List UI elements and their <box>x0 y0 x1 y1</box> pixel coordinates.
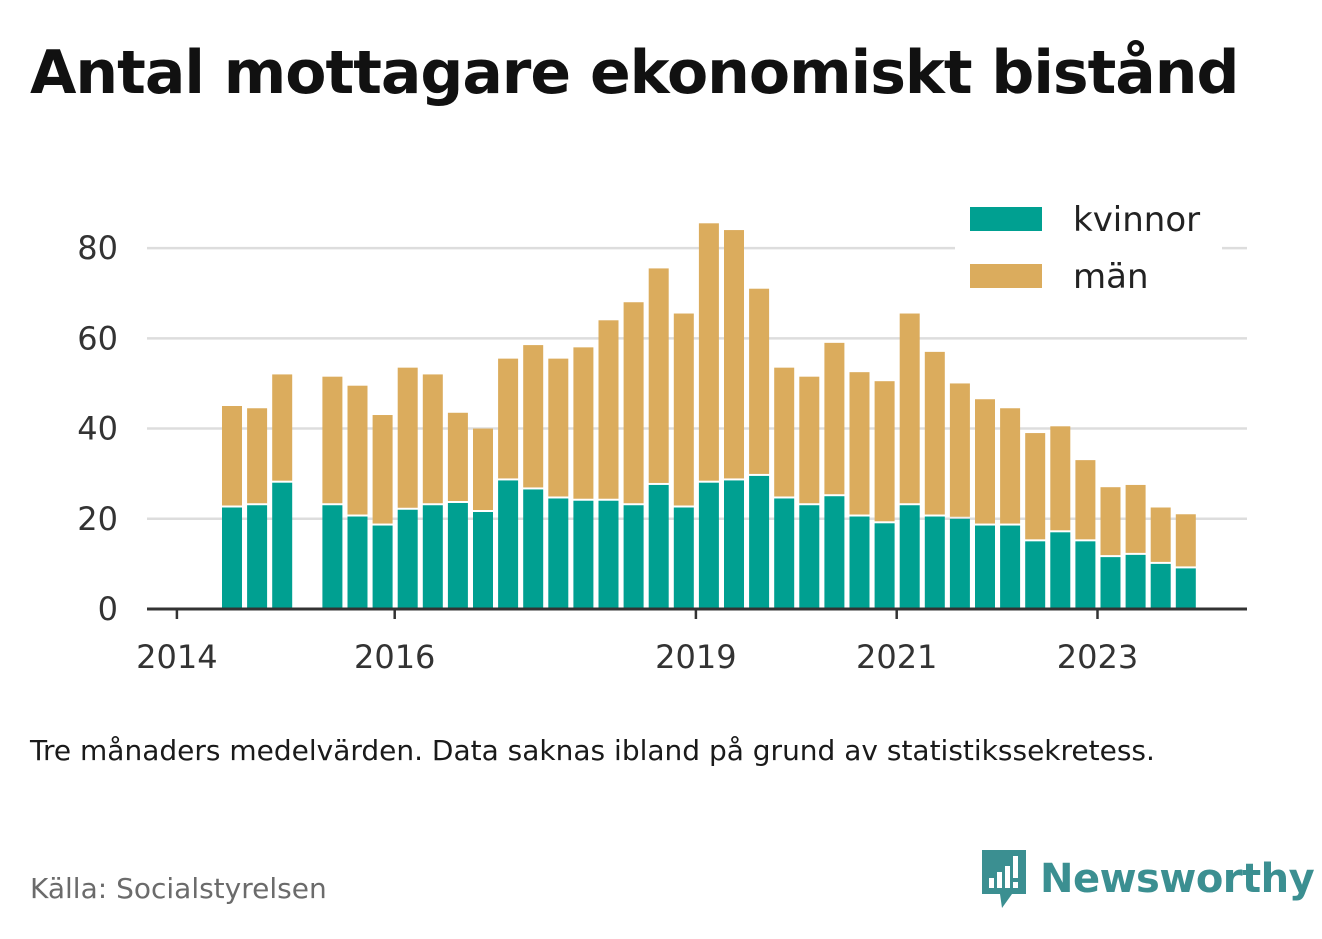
bar-man <box>422 374 443 504</box>
bar-man <box>749 288 770 474</box>
brand-logo: Newsworthy <box>980 848 1315 910</box>
bar-man <box>648 268 669 483</box>
bar-kvinnor <box>774 498 795 609</box>
y-tick-label: 20 <box>77 500 118 538</box>
bar-kvinnor <box>849 516 870 609</box>
bar-man <box>673 313 694 506</box>
bar-kvinnor <box>673 507 694 609</box>
bar-man <box>222 406 242 506</box>
bar-kvinnor <box>1075 541 1096 609</box>
bar-kvinnor <box>422 505 443 609</box>
chart-note: Tre månaders medelvärden. Data saknas ib… <box>30 734 1155 767</box>
bar-man <box>347 385 368 515</box>
bar-kvinnor <box>824 496 845 609</box>
bar-man <box>548 358 569 497</box>
bar-kvinnor <box>573 500 594 609</box>
y-tick-label: 80 <box>77 229 118 267</box>
bar-kvinnor <box>548 498 569 609</box>
bar-man <box>698 223 719 481</box>
bar-man <box>724 230 744 479</box>
bar-man <box>799 376 820 504</box>
x-tick-label: 2021 <box>856 638 937 676</box>
bar-man <box>372 415 393 524</box>
bar-man <box>473 428 493 511</box>
bar-kvinnor <box>247 505 268 609</box>
bar-kvinnor <box>1050 532 1071 609</box>
bar-kvinnor <box>799 505 820 609</box>
bar-man <box>272 374 293 481</box>
bar-kvinnor <box>623 505 644 609</box>
bar-man <box>573 347 594 499</box>
legend-swatch <box>970 207 1042 231</box>
bar-man <box>1100 487 1121 556</box>
bar-man <box>498 358 519 479</box>
bar-kvinnor <box>447 502 468 609</box>
bar-man <box>1025 433 1046 540</box>
bar-man <box>924 351 945 515</box>
x-tick-label: 2023 <box>1057 638 1138 676</box>
bar-man <box>975 399 995 524</box>
bar-kvinnor <box>397 509 418 609</box>
x-tick-label: 2014 <box>136 638 217 676</box>
bar-kvinnor <box>975 525 995 609</box>
bar-kvinnor <box>372 525 393 609</box>
bar-kvinnor <box>724 480 744 609</box>
bar-kvinnor <box>222 507 242 609</box>
bar-man <box>598 320 619 499</box>
bar-kvinnor <box>1150 563 1171 609</box>
legend-swatch <box>970 264 1042 288</box>
bar-kvinnor <box>498 480 519 609</box>
bar-man <box>447 412 468 501</box>
bar-man <box>849 372 870 515</box>
bar-kvinnor <box>1100 557 1121 609</box>
x-tick-label: 2016 <box>354 638 435 676</box>
bar-man <box>874 381 895 522</box>
bar-kvinnor <box>924 516 945 609</box>
bar-man <box>322 376 343 504</box>
source-text: Källa: Socialstyrelsen <box>30 872 327 905</box>
bar-man <box>623 302 644 504</box>
bar-man <box>1000 408 1021 524</box>
bar-man <box>824 342 845 495</box>
bar-man <box>1150 507 1171 562</box>
bar-man <box>899 313 920 504</box>
bar-kvinnor <box>322 505 343 609</box>
bar-kvinnor <box>874 523 895 609</box>
bar-kvinnor <box>473 512 493 609</box>
bar-man <box>397 367 418 508</box>
bar-kvinnor <box>1125 554 1146 609</box>
legend-label: män <box>1073 257 1149 297</box>
bar-kvinnor <box>698 482 719 609</box>
x-tick-label: 2019 <box>655 638 736 676</box>
y-tick-label: 40 <box>77 410 118 448</box>
bar-man <box>1050 426 1071 531</box>
bar-man <box>1175 514 1196 567</box>
bar-man <box>774 367 795 497</box>
bar-kvinnor <box>949 518 970 609</box>
bar-kvinnor <box>749 475 770 609</box>
bar-kvinnor <box>523 489 544 609</box>
bar-kvinnor <box>1175 568 1196 609</box>
chart-title: Antal mottagare ekonomiskt bistånd <box>30 38 1239 108</box>
bar-kvinnor <box>899 505 920 609</box>
legend-label: kvinnor <box>1073 200 1200 240</box>
bar-kvinnor <box>347 516 368 609</box>
bar-kvinnor <box>272 482 293 609</box>
bar-man <box>247 408 268 504</box>
newsworthy-logo-icon <box>982 850 1026 908</box>
bar-kvinnor <box>648 484 669 609</box>
bar-man <box>1125 484 1146 553</box>
brand-name: Newsworthy <box>1040 856 1315 902</box>
bar-kvinnor <box>598 500 619 609</box>
stacked-bar-chart: 0 20 40 60 80 2014 2016 2019 2021 2023 kvinnor män <box>77 196 1247 676</box>
y-tick-label: 60 <box>77 319 118 357</box>
bar-man <box>949 383 970 517</box>
y-tick-label: 0 <box>98 590 118 628</box>
bar-man <box>1075 460 1096 540</box>
bar-kvinnor <box>1000 525 1021 609</box>
bar-man <box>523 345 544 488</box>
bar-kvinnor <box>1025 541 1046 609</box>
